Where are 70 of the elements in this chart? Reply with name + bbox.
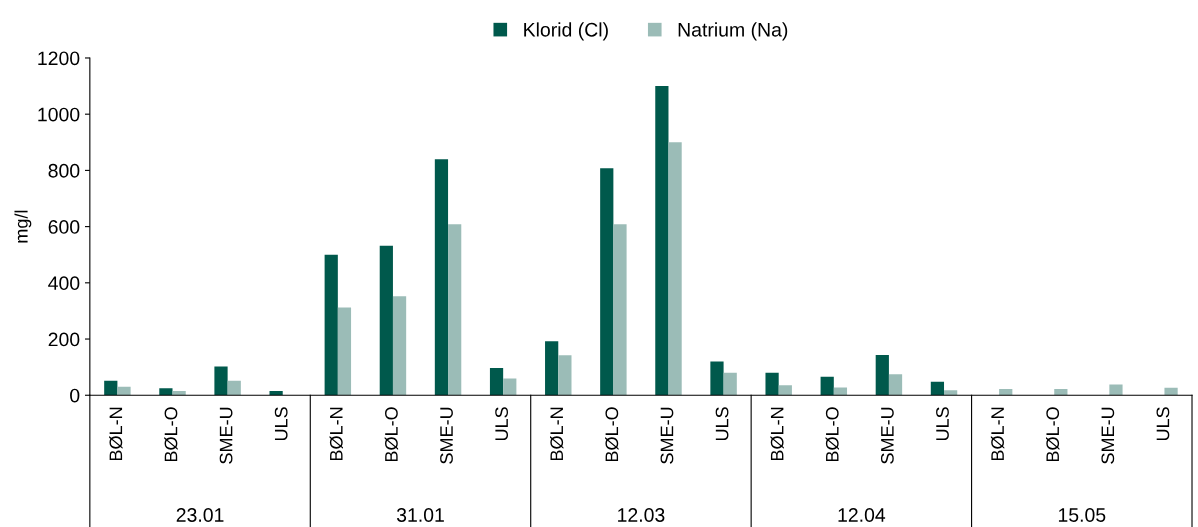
x-tick-label: SME-U: [1101, 407, 1115, 464]
x-tick-label: BØL-N: [770, 407, 784, 461]
bar: [117, 386, 131, 396]
bar: [668, 142, 682, 396]
x-tick-label: ULS: [274, 407, 288, 441]
text: 12.04: [838, 508, 886, 522]
bar: [434, 159, 449, 396]
bar: [875, 355, 889, 396]
bar: [545, 341, 559, 396]
bar: [214, 366, 228, 396]
x-tick-label: SME-U: [880, 407, 894, 464]
y-tick-label: 0: [70, 388, 80, 403]
x-tick-label: BØL-O: [384, 407, 399, 462]
bar: [999, 389, 1013, 396]
y-axis-title: mg/l: [14, 210, 32, 243]
bar: [337, 307, 352, 396]
x-tick-label: BØL-N: [550, 407, 564, 461]
x-tick-label: BØL-N: [329, 407, 343, 461]
x-tick-label: BØL-O: [825, 407, 839, 462]
bar: [833, 387, 848, 396]
bar: [655, 86, 669, 396]
bar: [600, 168, 614, 396]
bar: [227, 380, 241, 396]
bar: [324, 254, 338, 396]
x-tick-label: SME-U: [660, 407, 674, 464]
bar: [1109, 384, 1123, 396]
x-tick-label: BØL-O: [1045, 407, 1060, 462]
bar: [172, 391, 186, 396]
text: 31.01: [396, 508, 444, 522]
x-tick-label: ULS: [936, 407, 949, 441]
legend-label: Klorid (Cl): [524, 22, 608, 41]
bar: [888, 374, 903, 396]
x-tick-label: ULS: [715, 407, 729, 441]
text: 23.01: [176, 508, 224, 522]
bar: [503, 378, 517, 396]
x-tick-label: BØL-O: [605, 407, 619, 462]
bar: [269, 391, 283, 396]
bar: [723, 372, 737, 396]
bar: [379, 245, 393, 396]
x-tick-label: SME-U: [440, 407, 453, 464]
x-tick-label: ULS: [495, 407, 509, 441]
bar: [944, 390, 958, 396]
y-tick-label: 800: [48, 163, 80, 178]
bar: [710, 361, 724, 396]
bar: [104, 380, 118, 396]
bar: [448, 224, 462, 396]
text: 15.05: [1058, 508, 1106, 522]
bar: [1164, 387, 1178, 396]
y-tick-label: 1000: [38, 107, 80, 122]
bar: [613, 224, 627, 396]
text: 12.03: [618, 508, 665, 522]
y-tick-label: 600: [48, 220, 80, 234]
bar: [489, 367, 504, 396]
x-tick-label: BØL-N: [109, 407, 123, 461]
y-tick-label: 200: [48, 332, 80, 347]
bar: [820, 376, 834, 396]
bar: [159, 388, 173, 396]
bar: [765, 372, 779, 396]
bar: [930, 381, 945, 396]
bar: [558, 355, 572, 396]
y-tick-label: 1200: [38, 51, 80, 66]
x-tick-label: SME-U: [219, 407, 233, 464]
bar: [778, 385, 792, 396]
legend-label: Natrium (Na): [678, 22, 788, 41]
x-tick-label: BØL-N: [990, 407, 1005, 461]
x-tick-label: ULS: [1156, 407, 1170, 441]
x-tick-label: BØL-O: [164, 407, 178, 462]
y-tick-label: 400: [48, 276, 80, 291]
bar: [392, 296, 407, 396]
bar: [1054, 389, 1068, 396]
